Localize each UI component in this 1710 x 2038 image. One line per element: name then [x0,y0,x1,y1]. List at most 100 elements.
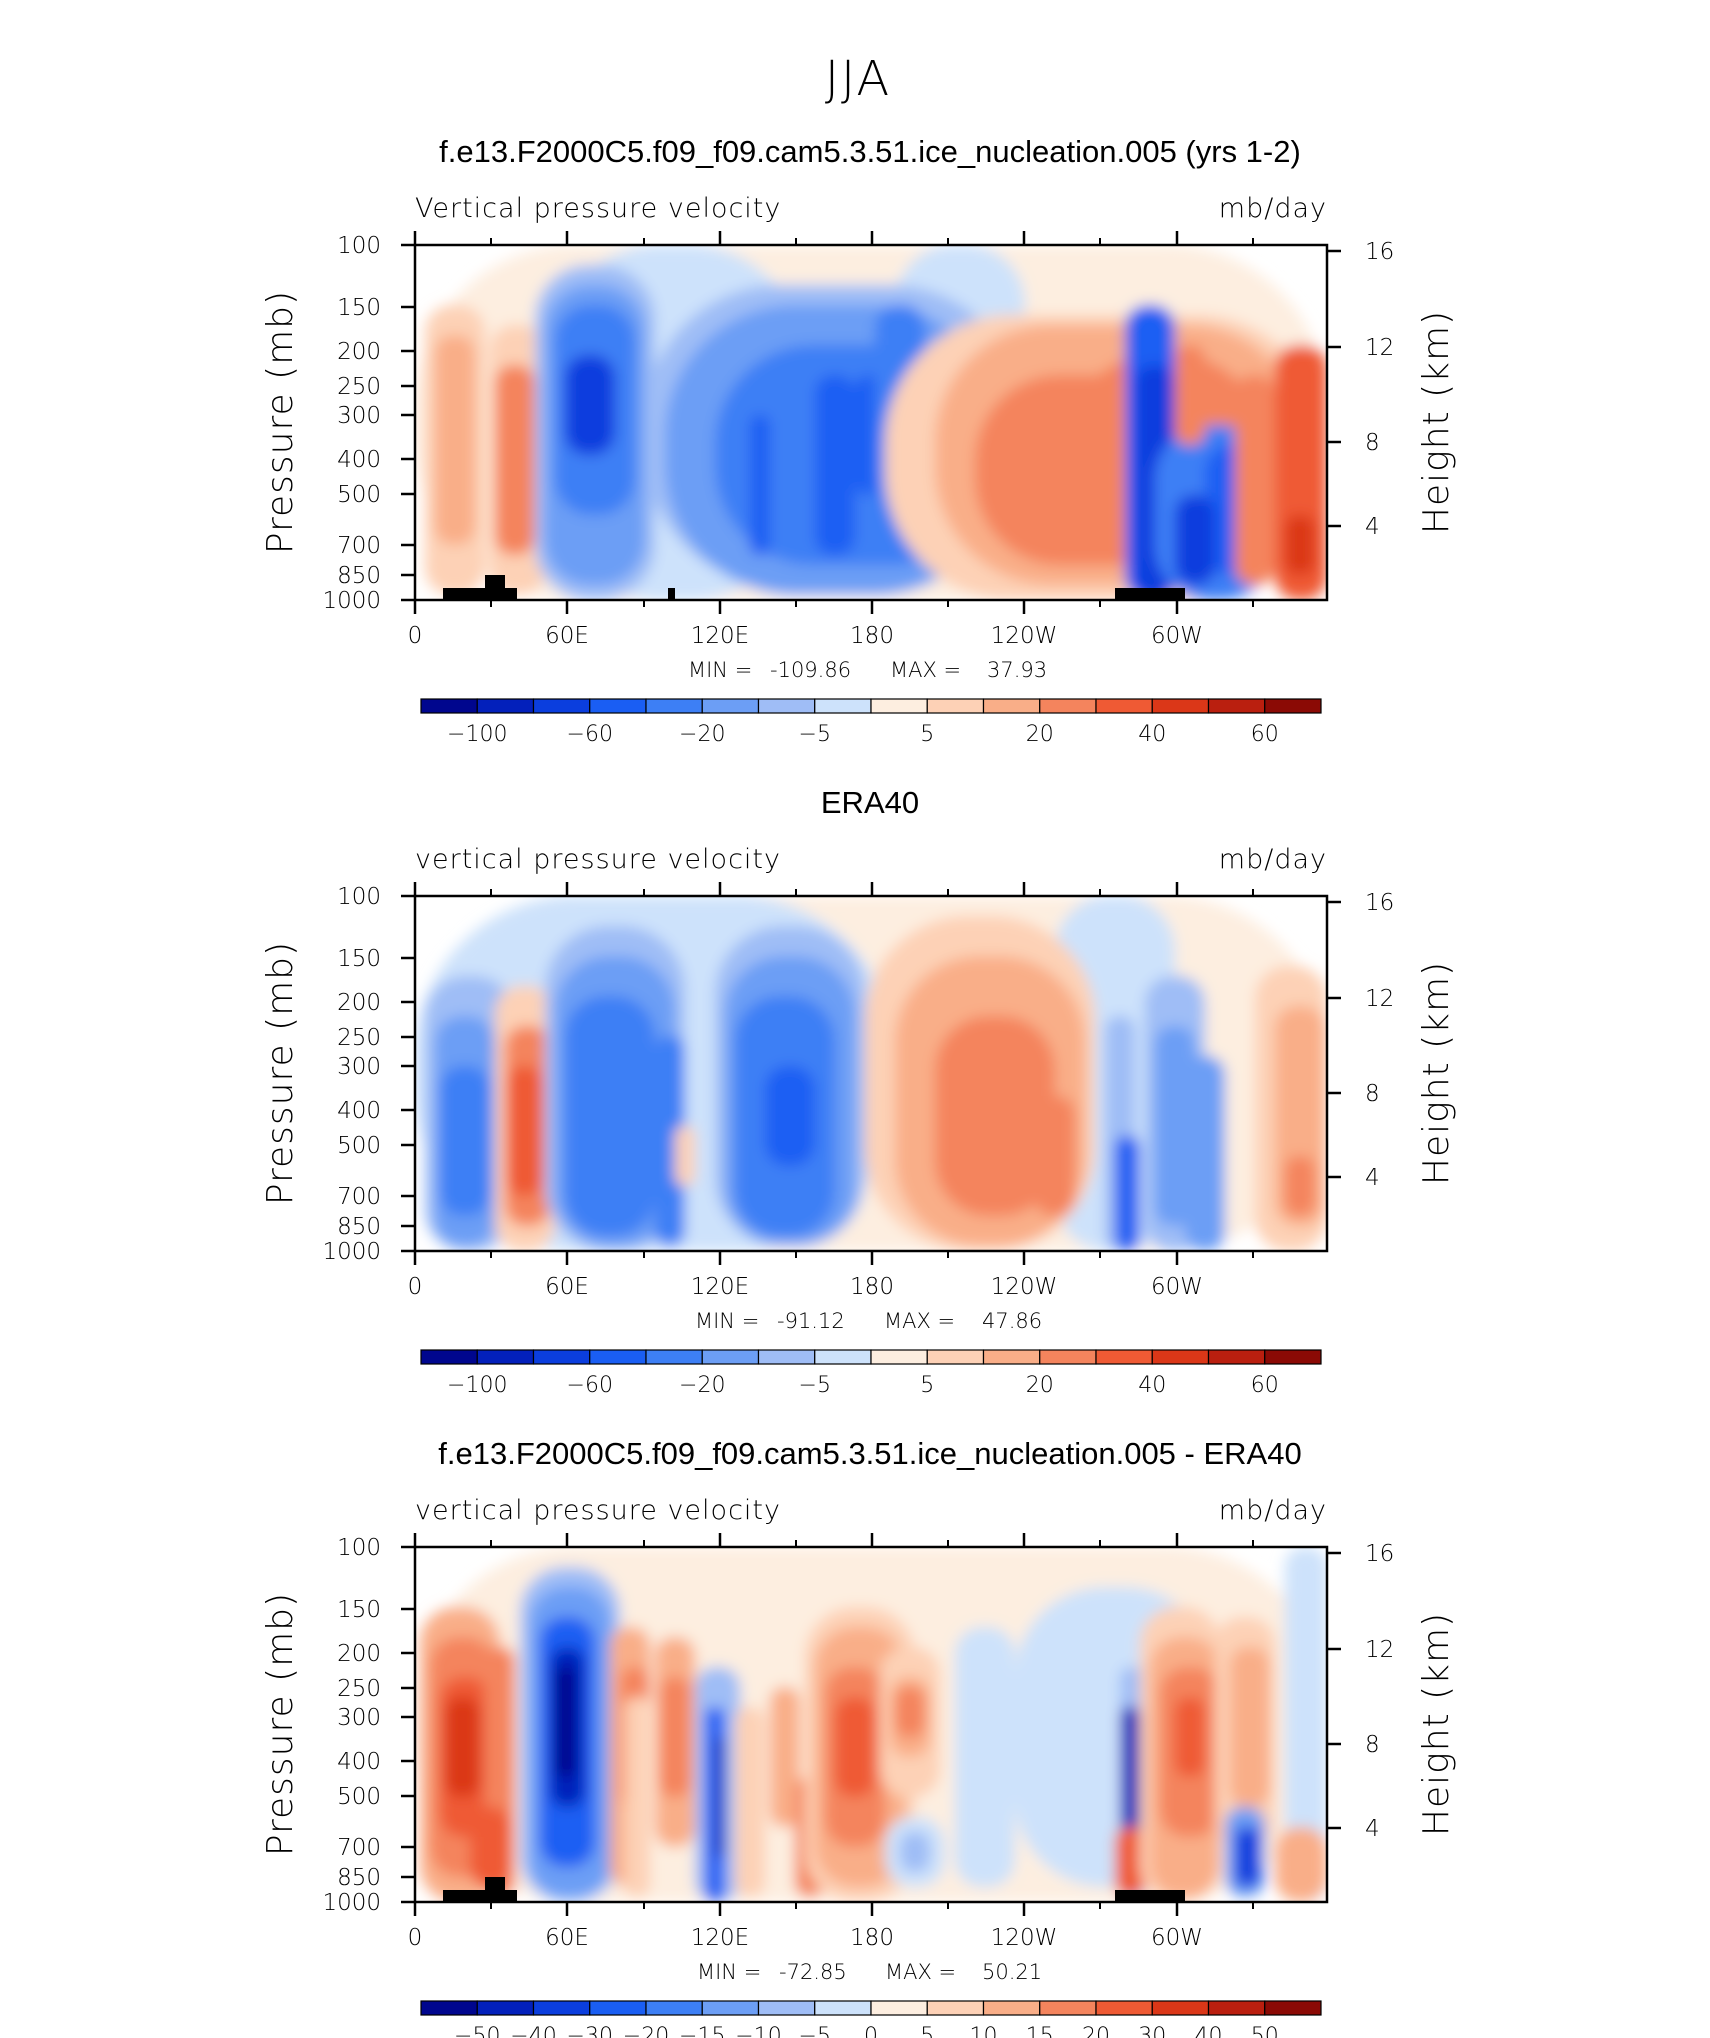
panel-era40: ERA40 vertical pressure velocity mb/day … [260,785,1457,1398]
y-tick-label: 500 [337,1784,381,1810]
land-block [505,1890,517,1902]
colorbar-swatch [532,1349,591,1365]
contour-region [1285,515,1315,575]
colorbar-swatch [1039,2000,1097,2016]
colorbar-label: 20 [1026,722,1054,747]
x-tick-label: 180 [850,1925,894,1951]
y-tick-label: 100 [337,233,381,259]
x-tick-label: 120W [991,623,1058,649]
panel-model: f.e13.F2000C5.f09_f09.cam5.3.51.ice_nucl… [260,134,1457,747]
colorbar-swatch [532,2000,591,2016]
y-axis-right: 16 12 8 4 [1327,239,1394,540]
subtitle-right: mb/day [1219,1495,1327,1526]
colorbar-swatch [1095,698,1153,714]
contour-region [1175,495,1215,585]
subtitle-left: vertical pressure velocity [415,844,781,875]
colorbar-swatch [982,2000,1041,2016]
contour-field [415,896,1327,1251]
contour-region [1235,1827,1260,1887]
contour-region [715,1737,725,1857]
x-tick-label: 0 [408,623,423,649]
colorbar-swatch [645,698,703,714]
colorbar-swatch [420,1349,478,1365]
contour-region [1230,1647,1270,1807]
x-tick-label: 180 [850,623,894,649]
panel-title: f.e13.F2000C5.f09_f09.cam5.3.51.ice_nucl… [439,134,1301,169]
y-tick-label: 300 [337,1705,381,1731]
contour-region [1285,1547,1327,1902]
colorbar: −100 −60 −20 −5 5 20 40 60 [420,1349,1322,1398]
y-axis-label: Pressure (mb) [260,1592,301,1856]
contour-region [1235,375,1275,585]
colorbar-swatch [1151,698,1210,714]
colorbar-label: 5 [920,2024,934,2038]
colorbar-label: −5 [799,1373,831,1398]
y-tick-label: 700 [337,1835,381,1861]
colorbar-swatch [982,1349,1041,1365]
max-value: 50.21 [982,1960,1042,1984]
land-block [485,575,505,600]
colorbar-label: 40 [1138,722,1166,747]
colorbar-label: −30 [567,2024,613,2038]
colorbar-swatch [1207,698,1266,714]
subtitle-left: vertical pressure velocity [415,1495,781,1526]
x-axis: 0 60E 120E 180 120W 60W [408,231,1254,649]
max-label: MAX = [890,658,961,682]
contour-region [835,1697,875,1797]
y-tick-label: 1000 [322,588,381,614]
min-label: MIN = [697,1960,761,1984]
land-mask [443,1877,1185,1902]
colorbar-label: 40 [1195,2024,1223,2038]
colorbar-label: 20 [1082,2024,1110,2038]
contour-region [445,1697,480,1797]
contour-region [625,1697,650,1897]
colorbar-label: −5 [799,722,831,747]
colorbar-label: 30 [1138,2024,1166,2038]
contour-region [955,1627,1015,1887]
subtitle-left: Vertical pressure velocity [415,193,781,224]
min-value: -91.12 [777,1309,845,1333]
colorbar-label: 60 [1251,722,1279,747]
colorbar-swatch [1151,2000,1210,2016]
colorbar-label: 5 [920,1373,934,1398]
contour-region [1175,1697,1205,1777]
colorbar-swatch [1039,1349,1097,1365]
colorbar-swatch [1207,2000,1266,2016]
min-value: -109.86 [770,658,851,682]
y-tick-label: 250 [337,1676,381,1702]
x-axis: 0 60E 120E 180 120W 60W [408,1533,1254,1951]
colorbar-swatch [476,1349,535,1365]
colorbar-swatch [420,698,478,714]
y-right-tick-label: 4 [1365,514,1380,540]
x-tick-label: 120E [691,623,749,649]
contour-region [1185,1056,1225,1251]
colorbar-label: −20 [679,722,725,747]
max-label: MAX = [884,1309,955,1333]
colorbar-swatch [814,2000,872,2016]
y-tick-label: 400 [337,447,381,473]
y-tick-label: 150 [337,946,381,972]
contour-field [415,1547,1327,1902]
y-right-tick-label: 4 [1365,1816,1380,1842]
colorbar-swatch [1207,1349,1266,1365]
y-right-tick-label: 8 [1365,1081,1380,1107]
contour-region [655,1036,685,1246]
colorbar-swatch [701,2000,760,2016]
min-label: MIN = [688,658,752,682]
land-mask [443,575,1185,600]
min-value: -72.85 [779,1960,847,1984]
colorbar-label: −5 [799,2024,831,2038]
y-right-tick-label: 12 [1365,986,1394,1012]
y-tick-label: 250 [337,374,381,400]
x-tick-label: 180 [850,1274,894,1300]
colorbar-label: 0 [864,2024,878,2038]
contour-region [1115,1827,1145,1897]
colorbar-swatch [589,1349,647,1365]
contour-region [470,1807,510,1887]
contour-region [815,375,855,555]
colorbar-swatch [1039,698,1097,714]
panel-title: ERA40 [821,785,919,820]
colorbar-swatch [476,698,535,714]
y-tick-label: 500 [337,482,381,508]
y-right-tick-label: 16 [1365,239,1394,265]
